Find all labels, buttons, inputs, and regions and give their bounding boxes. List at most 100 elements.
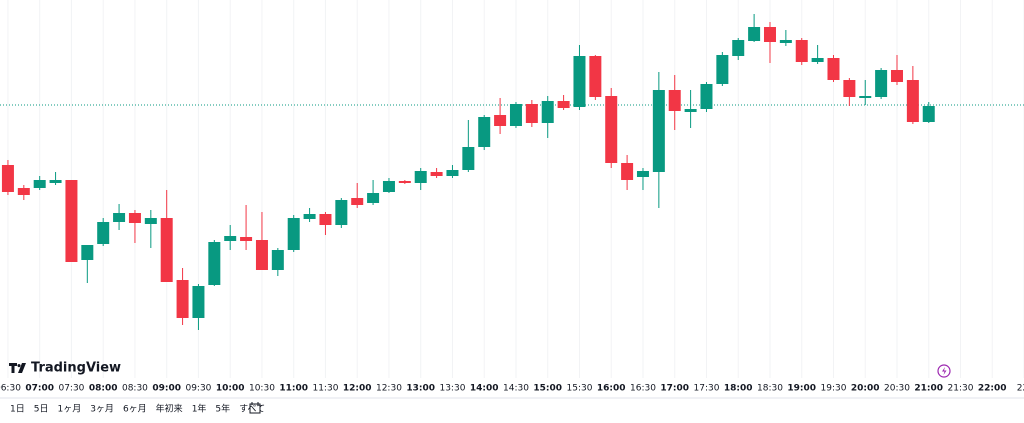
candles (0, 14, 1024, 330)
x-tick-label: 17:00 (660, 384, 689, 394)
candle-body (541, 101, 554, 123)
range-button[interactable]: 1年 (192, 403, 207, 415)
candle-body (351, 198, 364, 205)
candle-body (875, 70, 888, 97)
x-tick-label: 09:30 (185, 384, 211, 394)
candle-body (319, 214, 332, 225)
candle-body (636, 171, 649, 177)
range-button[interactable]: 5日 (34, 404, 49, 415)
candle-body (509, 104, 522, 126)
candle-body (287, 218, 300, 250)
candle-body (557, 101, 570, 108)
x-tick-label: 18:00 (724, 384, 753, 394)
candle-body (255, 240, 268, 270)
candle-body (795, 40, 808, 62)
calendar-icon[interactable] (249, 403, 261, 414)
range-button[interactable]: 5年 (215, 403, 230, 415)
candle-body (382, 181, 395, 192)
x-tick-label: 07:00 (25, 384, 54, 394)
candle-body (97, 222, 110, 244)
x-tick-label: 15:30 (567, 384, 593, 394)
x-tick-label: 18:30 (757, 384, 783, 394)
x-tick-label: 22:00 (978, 384, 1007, 394)
lightning-bolt[interactable] (942, 367, 947, 375)
candle-body (462, 147, 475, 170)
candle-body (176, 280, 189, 318)
x-tick-label: 16:30 (630, 384, 656, 394)
candle-body (17, 188, 30, 195)
candle-body (652, 90, 665, 172)
x-tick-label: 08:30 (122, 384, 148, 394)
candle-body (478, 117, 491, 147)
candle-body (128, 213, 141, 223)
range-button[interactable]: すべて (239, 404, 265, 415)
x-tick-label: 17:30 (694, 384, 720, 394)
x-tick-label: 20:30 (884, 384, 910, 394)
x-tick-label: 12:00 (343, 384, 372, 394)
candle-body (605, 96, 618, 163)
candle-body (446, 170, 459, 176)
candle-body (144, 218, 157, 224)
x-tick-label: 13:30 (439, 384, 465, 394)
candle-body (335, 200, 348, 225)
x-tick-label: 19:00 (787, 384, 816, 394)
x-tick-label: 10:00 (216, 384, 245, 394)
candle-body (684, 109, 697, 112)
x-tick-label: 09:00 (152, 384, 181, 394)
candle-body (1, 165, 14, 192)
candle-body (494, 115, 507, 126)
range-button[interactable]: 6ヶ月 (123, 404, 147, 415)
x-tick-label: 22: (1017, 384, 1024, 394)
candle-body (811, 58, 824, 62)
candle-body (113, 213, 126, 222)
x-tick-label: 15:00 (533, 384, 562, 394)
candle-body (160, 218, 173, 282)
x-tick-label: 14:30 (503, 384, 529, 394)
candle-body (827, 58, 840, 80)
x-tick-label: 12:30 (376, 384, 402, 394)
candle-body (621, 163, 634, 180)
candle-body (779, 40, 792, 43)
candle-body (414, 171, 427, 183)
x-tick-label: 14:00 (470, 384, 499, 394)
x-tick-label: 07:30 (58, 384, 84, 394)
range-button[interactable]: 年初来 (156, 403, 183, 415)
x-tick-label: 21:30 (948, 384, 974, 394)
candle-body (208, 242, 221, 285)
range-button[interactable]: 3ヶ月 (90, 404, 114, 415)
logo: TradingView (9, 361, 121, 376)
candle-body (763, 27, 776, 42)
candle-body (716, 55, 729, 84)
x-tick-label: 11:00 (279, 384, 308, 394)
candle-body (367, 193, 380, 203)
x-tick-label: 11:30 (312, 384, 338, 394)
x-tick-label: 13:00 (406, 384, 435, 394)
x-tick-label: 10:30 (249, 384, 275, 394)
candle-body (890, 70, 903, 82)
candle-body (525, 104, 538, 123)
candle-body (81, 245, 94, 260)
candle-body (430, 172, 443, 176)
candle-body (192, 286, 205, 318)
range-button[interactable]: 1ヶ月 (57, 404, 81, 415)
x-tick-label: 16:00 (597, 384, 626, 394)
candle-body (303, 214, 316, 219)
candle-body (589, 56, 602, 97)
candle-body (668, 90, 681, 111)
candle-body (271, 250, 284, 270)
range-button[interactable]: 1日 (10, 404, 25, 415)
candle-body (732, 40, 745, 56)
candle-body (922, 106, 935, 122)
x-tick-label: 20:00 (851, 384, 880, 394)
lightning-circle[interactable] (937, 364, 951, 378)
candle-body (906, 80, 919, 122)
x-tick-label: 08:00 (89, 384, 118, 394)
candle-body (700, 84, 713, 109)
candle-body (33, 180, 46, 188)
candle-body (573, 56, 586, 107)
candle-body (843, 80, 856, 97)
lightning-icon[interactable] (937, 364, 951, 378)
date-range-icon[interactable] (249, 402, 261, 414)
candle-body (398, 181, 411, 183)
